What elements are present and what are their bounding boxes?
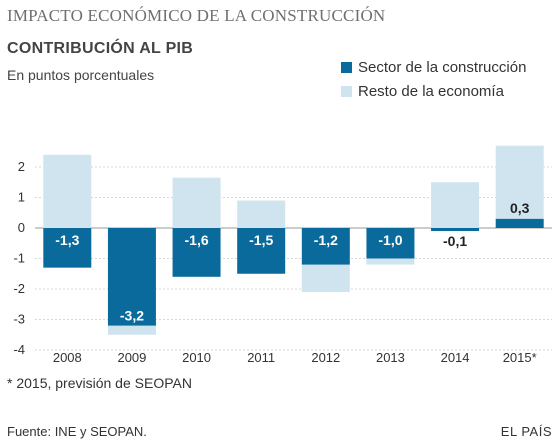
legend-label-construction: Sector de la construcción — [358, 58, 527, 76]
y-tick-label: -1 — [13, 251, 25, 266]
data-label-2013: -1,0 — [378, 232, 402, 248]
x-tick-label: 2009 — [117, 350, 146, 365]
bar-construction-2014 — [431, 228, 480, 232]
bar-rest-2012 — [301, 264, 350, 293]
bar-rest-2009 — [107, 325, 156, 335]
legend-item-rest: Resto de la economía — [341, 79, 526, 103]
data-label-2011: -1,5 — [249, 232, 273, 248]
brand-logo: EL PAÍS — [500, 424, 552, 439]
x-tick-label: 2008 — [53, 350, 82, 365]
bar-rest-2008 — [43, 154, 92, 228]
bar-construction-2009 — [107, 228, 156, 326]
y-tick-label: -2 — [13, 281, 25, 296]
legend-item-construction: Sector de la construcción — [341, 55, 526, 79]
data-label-2015*: 0,3 — [510, 200, 530, 216]
source-note: Fuente: INE y SEOPAN. — [7, 424, 147, 439]
legend: Sector de la construcción Resto de la ec… — [341, 55, 526, 103]
data-label-2014: -0,1 — [443, 233, 467, 249]
data-label-2012: -1,2 — [314, 232, 338, 248]
bar-construction-2012 — [301, 228, 350, 265]
legend-label-rest: Resto de la economía — [358, 82, 504, 100]
chart-subtitle: En puntos porcentuales — [7, 67, 155, 83]
x-tick-label: 2015* — [503, 350, 537, 365]
bar-construction-2010 — [172, 228, 221, 277]
bar-construction-2013 — [366, 228, 415, 259]
legend-swatch-construction — [341, 61, 352, 73]
y-tick-label: 2 — [18, 159, 25, 174]
chart-title: CONTRIBUCIÓN AL PIB — [7, 40, 194, 57]
y-tick-label: -4 — [13, 342, 25, 357]
legend-swatch-rest — [341, 85, 352, 97]
y-tick-label: -3 — [13, 312, 25, 327]
bar-rest-2010 — [172, 177, 221, 228]
bar-construction-2008 — [43, 228, 92, 268]
x-tick-label: 2014 — [441, 350, 470, 365]
bar-rest-2014 — [431, 182, 480, 228]
x-tick-label: 2010 — [182, 350, 211, 365]
bar-construction-2015* — [495, 218, 544, 228]
footnote: * 2015, previsión de SEOPAN — [7, 375, 192, 391]
bar-rest-2011 — [237, 200, 286, 228]
data-label-2009: -3,2 — [120, 308, 144, 324]
x-tick-label: 2012 — [311, 350, 340, 365]
data-label-2010: -1,6 — [185, 232, 209, 248]
data-label-2008: -1,3 — [55, 232, 79, 248]
chart-supertitle: IMPACTO ECONÓMICO DE LA CONSTRUCCIÓN — [7, 6, 386, 25]
bar-rest-2013 — [366, 258, 415, 265]
x-tick-label: 2011 — [247, 350, 275, 365]
bar-construction-2011 — [237, 228, 286, 274]
y-tick-label: 1 — [18, 190, 25, 205]
x-tick-label: 2013 — [376, 350, 405, 365]
y-tick-label: 0 — [18, 220, 25, 235]
bar-rest-2015* — [495, 145, 544, 219]
